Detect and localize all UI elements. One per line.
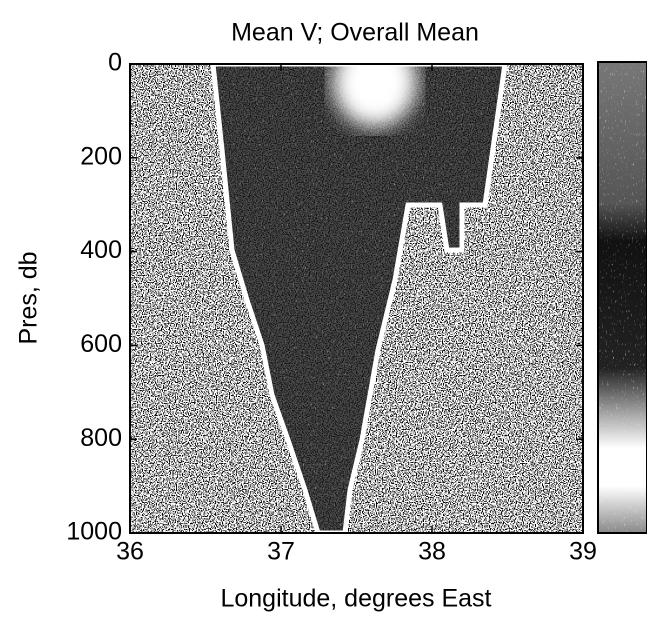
y-tick-label: 800 — [80, 424, 122, 452]
colorbar-texture — [598, 62, 647, 533]
x-tick-label: 36 — [116, 538, 144, 566]
colorbar-frame — [597, 61, 647, 534]
y-tick-label: 1000 — [66, 518, 122, 546]
y-tick-label: 400 — [80, 236, 122, 264]
y-tick-label: 200 — [80, 142, 122, 170]
plot-frame — [129, 63, 584, 534]
y-axis-label: Pres, db — [15, 251, 43, 344]
y-tick-label: 0 — [108, 49, 122, 77]
chart-title: Mean V; Overall Mean — [231, 19, 479, 47]
field-streaks — [130, 64, 583, 533]
x-tick-label: 38 — [418, 538, 446, 566]
image-field — [130, 64, 583, 533]
x-tick-label: 37 — [267, 538, 295, 566]
y-tick-label: 600 — [80, 330, 122, 358]
x-tick-label: 39 — [569, 538, 597, 566]
colorbar — [597, 61, 647, 534]
x-axis-label: Longitude, degrees East — [220, 585, 491, 613]
